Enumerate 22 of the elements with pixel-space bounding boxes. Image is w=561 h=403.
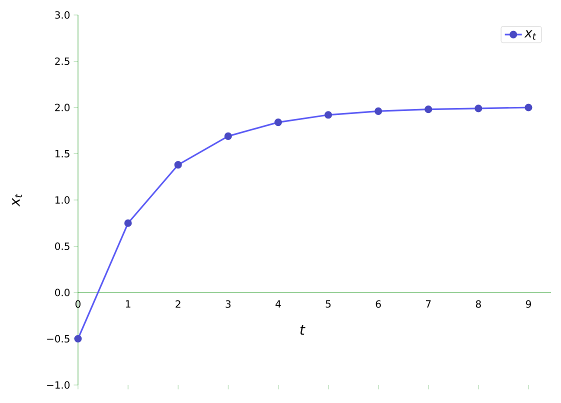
y-tick-label: −1.0 [47,381,70,389]
x-tick-label: 1 [126,300,130,308]
y-tick-label: 1.5 [55,150,70,158]
x-axis-title: t [300,324,306,335]
x-tick-label: 7 [426,300,431,308]
y-axis-title: x$_{t}$ [12,194,22,207]
x-tick-label: 3 [226,300,231,308]
y-tick-label: 0.0 [55,288,70,296]
x-tick-label: 2 [176,300,180,308]
y-tick-label: 3.0 [55,11,70,19]
x-tick-label: 8 [476,300,481,308]
y-tick-label: −0.5 [47,334,70,343]
y-tick-label: 1.0 [55,196,70,204]
y-tick-label: 2.5 [55,57,70,66]
y-tick-label: 0.5 [55,242,70,250]
x-tick-label: 5 [326,300,331,308]
legend-label: x$_{t}$ [524,30,536,40]
y-tick-label: 2.0 [55,104,70,112]
x-tick-label: 0 [75,300,81,308]
x-tick-label: 9 [526,300,531,308]
x-tick-label: 4 [276,300,281,308]
x-tick-label: 6 [376,300,381,308]
